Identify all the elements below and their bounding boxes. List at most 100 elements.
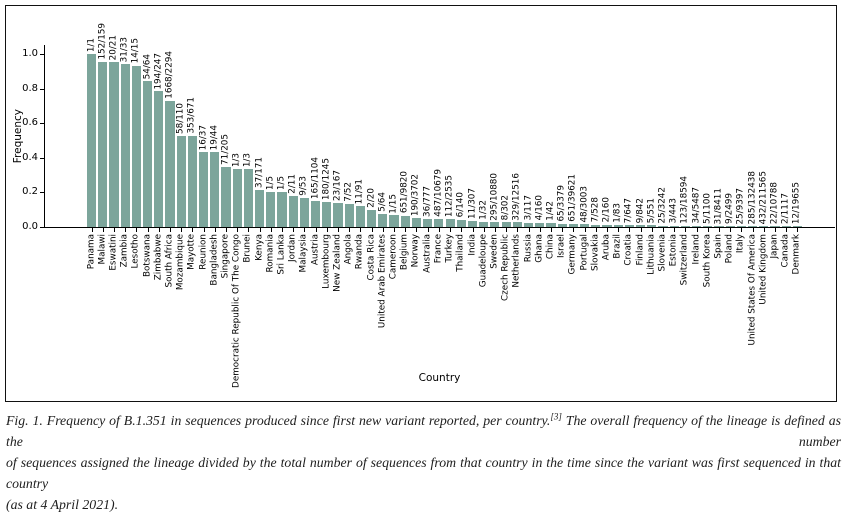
bar-column: 19/44 [209, 45, 220, 227]
bar-value-label: 123/18594 [679, 176, 690, 224]
bar-value-label: 25/9397 [735, 187, 746, 225]
bar-value-label: 12/19655 [791, 182, 802, 225]
x-tick-mark [539, 228, 541, 232]
bar-column: 71/205 [220, 45, 231, 227]
x-tick-mark [550, 228, 552, 232]
bar-value-label: 22/10788 [769, 182, 780, 225]
x-tick-label: Sri Lanka [276, 234, 287, 275]
bar-column: 329/12516 [512, 45, 523, 227]
x-tick-cell: Luxembourg [321, 227, 332, 403]
bar-value-label: 1/32 [478, 199, 489, 220]
bar-column: 54/64 [142, 45, 153, 227]
x-tick-cell: Panama [86, 227, 97, 403]
bar-column: 25/3242 [657, 45, 668, 227]
x-tick-label: Jordan [287, 234, 298, 262]
bar [210, 152, 220, 227]
x-tick-cell: Aruba [601, 227, 612, 403]
x-tick-mark [304, 228, 306, 232]
bar-column: 487/10679 [433, 45, 444, 227]
bar-value-label: 65/3379 [556, 185, 567, 222]
bar [243, 169, 254, 227]
x-tick-label: United Arab Emirates [377, 234, 388, 329]
x-tick-label: Denmark [791, 234, 802, 275]
x-tick-label: Brunei [243, 234, 254, 263]
y-tick-mark [40, 227, 44, 228]
x-tick-cell: Rwanda [355, 227, 366, 403]
x-axis-spine [44, 227, 835, 228]
x-tick-cell: United Arab Emirates [377, 227, 388, 403]
caption-line1-post: The overall frequency of the lineage is … [6, 413, 841, 449]
x-tick-mark [450, 228, 452, 232]
x-tick-mark [494, 228, 496, 232]
x-tick-label: Thailand [455, 234, 466, 272]
caption-line-3: (as at 4 April 2021). [6, 497, 119, 512]
x-tick-cell: Switzerland [680, 227, 691, 403]
bar-column: 2/160 [601, 45, 612, 227]
x-tick-cell: Zimbabwe [153, 227, 164, 403]
x-tick-cell: Guadeloupe [478, 227, 489, 403]
x-tick-cell: Sweden [489, 227, 500, 403]
bar-value-label: 112/2535 [444, 175, 455, 218]
bar-column: 58/110 [176, 45, 187, 227]
x-tick-mark [282, 228, 284, 232]
x-tick-cell: Mozambique [176, 227, 187, 403]
bar-column: 3/443 [669, 45, 680, 227]
bar-value-label: 4/160 [534, 195, 545, 221]
bar-value-label: 1/15 [388, 193, 399, 214]
x-tick-cell: Estonia [669, 227, 680, 403]
x-tick-label: Poland [724, 234, 735, 264]
x-tick-cell: Ireland [691, 227, 702, 403]
bar-value-label: 58/110 [175, 102, 186, 134]
bar-value-label: 7/647 [623, 197, 634, 224]
x-tick-mark [718, 228, 720, 232]
bar-column: 16/37 [198, 45, 209, 227]
bar-value-label: 20/21 [108, 34, 119, 61]
bar-column: 4/160 [534, 45, 545, 227]
x-tick-mark [102, 228, 104, 232]
bar [714, 226, 724, 227]
x-tick-label: Kenya [254, 234, 265, 261]
bar-value-label: 9/842 [635, 197, 646, 224]
bar [647, 225, 657, 227]
x-tick-cell: Zambia [120, 227, 131, 403]
x-tick-label: Malawi [97, 234, 108, 265]
bar [591, 224, 601, 227]
bar-value-label: 11/307 [467, 187, 478, 219]
x-axis: Panama Malawi Eswatini Zambia Lesotho Botswan… [86, 227, 803, 403]
caption-line-2: of sequences assigned the lineage divide… [6, 455, 841, 491]
x-tick-cell: South Korea [702, 227, 713, 403]
x-tick-label: Japan [769, 234, 780, 259]
bar [333, 203, 343, 227]
x-tick-cell: France [433, 227, 444, 403]
bar-value-label: 19/44 [209, 124, 220, 151]
bar [400, 215, 410, 227]
y-tick-mark [40, 88, 44, 90]
bar [602, 224, 612, 227]
bar [512, 222, 522, 227]
x-tick-mark [662, 228, 664, 232]
y-tick-mark [40, 157, 44, 159]
x-tick-label: Belgium [399, 234, 410, 271]
x-tick-cell: Turkey [445, 227, 456, 403]
x-tick-mark [248, 228, 250, 232]
x-tick-label: Reunion [198, 234, 209, 270]
x-tick-label: France [433, 234, 444, 264]
bar [109, 62, 119, 227]
x-tick-cell: Canada [781, 227, 792, 403]
x-tick-mark [763, 228, 765, 232]
x-tick-mark [147, 228, 149, 232]
x-tick-label: Cameroon [388, 234, 399, 280]
bar-value-label: 3/117 [523, 195, 534, 221]
bar-column: 9/53 [299, 45, 310, 227]
x-tick-label: Luxembourg [321, 234, 332, 289]
bar-value-label: 36/777 [422, 186, 433, 217]
x-tick-mark [237, 228, 239, 232]
x-tick-label: Austria [310, 234, 321, 266]
bar [725, 226, 735, 227]
bar [199, 152, 209, 227]
x-tick-label: Israel [556, 234, 567, 259]
bar-column: 2/11 [288, 45, 299, 227]
bar-column: 31/33 [120, 37, 131, 227]
bar-column: 1668/2294 [164, 45, 175, 227]
x-tick-label: New Zealand [332, 234, 343, 292]
